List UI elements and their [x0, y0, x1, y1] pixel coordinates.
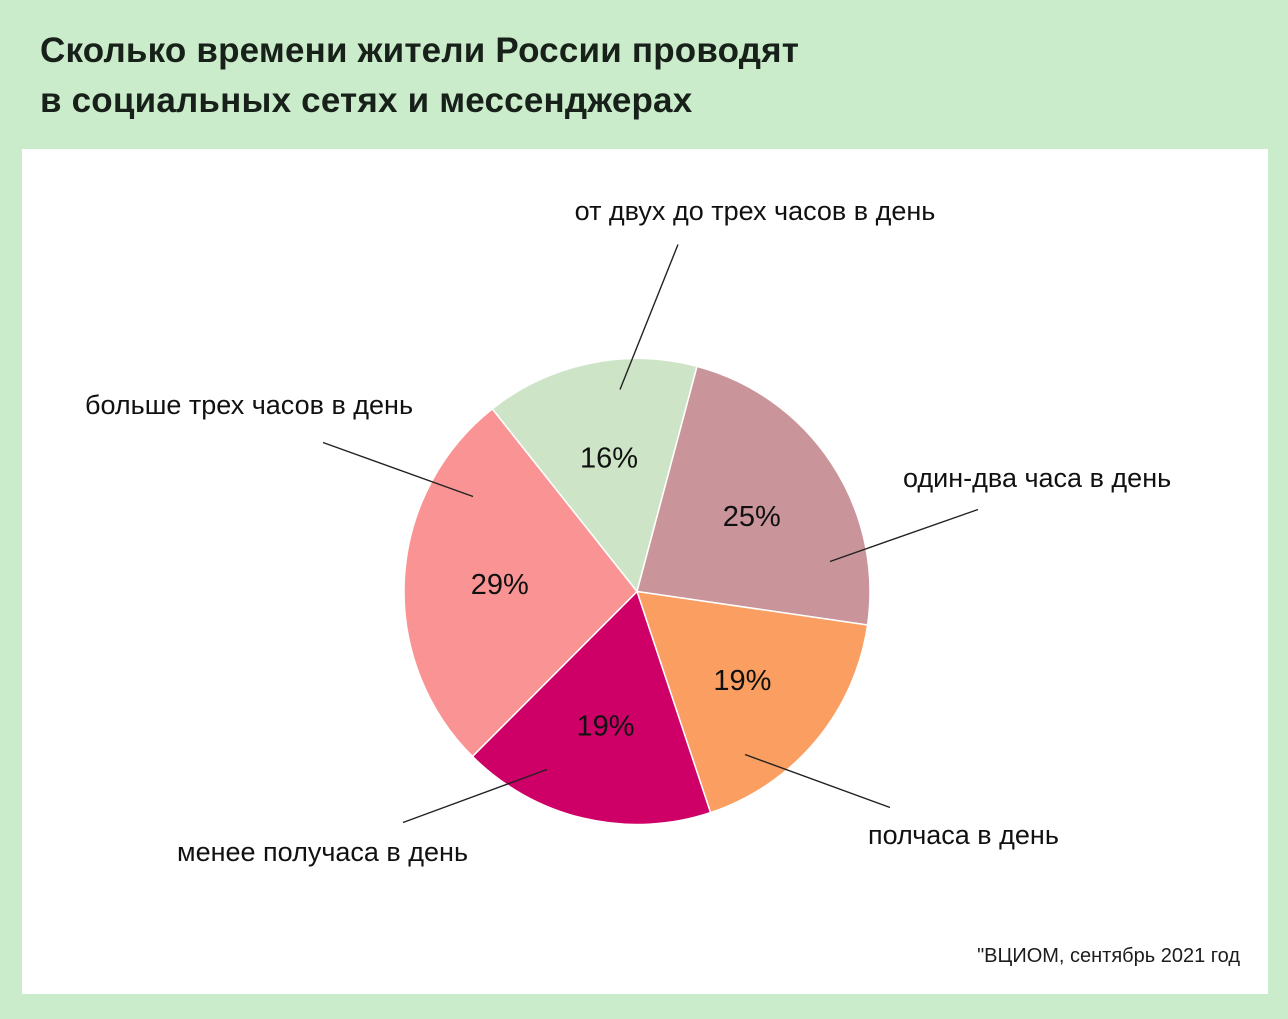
pie-slices	[403, 357, 871, 826]
slice-label-two-three-hours: от двух до трех часов в день	[574, 196, 936, 226]
source-caption: "ВЦИОМ, сентябрь 2021 год	[977, 945, 1240, 967]
slice-label-more-three-hours: больше трех часов в день	[85, 390, 414, 420]
slice-label-one-two-hours: один-два часа в день	[903, 463, 1172, 493]
leader-line-more-three-hours	[322, 441, 474, 498]
chart-panel: 16% 25% 19% 19% 29% от двух до трех часов в …	[22, 149, 1268, 994]
leader-line-half-hour	[744, 753, 891, 809]
pie-chart-svg: 16% 25% 19% 19% 29%	[322, 244, 979, 826]
slice-value-label: 16%	[580, 442, 638, 474]
pie-slice	[635, 590, 869, 814]
leader-line-less-half-hour	[402, 768, 548, 824]
leader-line-two-three-hours	[619, 244, 679, 390]
pie-slice	[471, 590, 712, 826]
leader-line-one-two-hours	[829, 508, 979, 563]
slice-value-label: 19%	[713, 665, 771, 697]
slice-value-label: 29%	[471, 569, 529, 601]
leader-lines	[322, 244, 979, 824]
pie-value-labels: 16% 25% 19% 19% 29%	[471, 442, 781, 742]
slice-label-less-half-hour: менее получаса в день	[177, 837, 469, 867]
slice-label-half-hour: полчаса в день	[868, 820, 1059, 850]
pie-slice	[491, 357, 698, 594]
page-title-line1: Сколько времени жители России проводят	[40, 31, 800, 70]
slice-value-label: 19%	[576, 711, 634, 743]
pie-slice	[636, 365, 871, 626]
page-title: Сколько времени жители России проводят в…	[40, 26, 799, 126]
pie-slice	[403, 407, 639, 758]
slice-value-label: 25%	[723, 501, 781, 533]
page-title-line2: в социальных сетях и мессенджерах	[40, 81, 693, 120]
